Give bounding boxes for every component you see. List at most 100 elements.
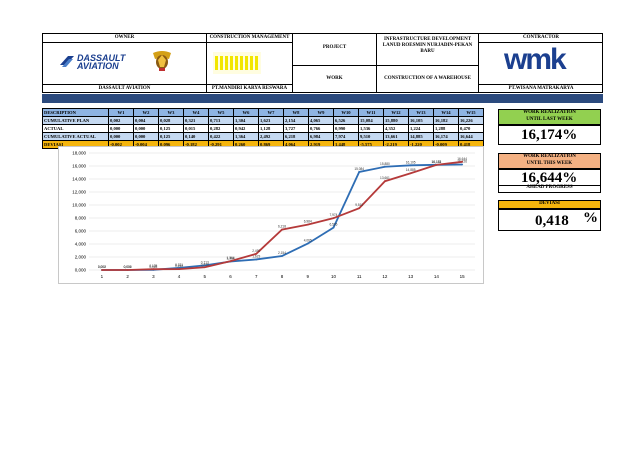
table-cell: 0,000 [108,132,134,141]
last-week-value-box: 16,174% [498,125,601,145]
work-name: CONSTRUCTION OF A WAREHOUSE [384,76,471,81]
table-cell: 1,224 [408,124,434,133]
owner-name: DASSAULT AVIATION [98,86,151,91]
data-point [255,252,258,255]
data-label: 0,002 [98,265,106,269]
cm-cell: CONSTRUCTION MANAGEMENT PT.MANDIRI KARYA… [207,34,293,92]
y-tick-label: 4,000 [75,242,87,247]
data-label: 16,644 [457,157,467,161]
y-tick-label: 10,000 [72,203,86,208]
table-cell: 0,422 [208,132,234,141]
data-label: 1,623 [252,254,260,258]
data-label: 0,422 [201,262,209,266]
table-cell: 2,492 [258,132,284,141]
table-cell: 16,174 [433,132,459,141]
data-point [384,180,386,183]
data-point [409,164,412,167]
table-header-week: W10 [333,108,359,117]
owner-cell: OWNER DASSAULT AVIATION DASSAULT AVIATIO… [43,34,207,92]
data-point [306,242,309,245]
this-week-value: 16,644% [521,170,578,186]
x-tick-label: 7 [255,274,258,279]
data-label: 0,000 [98,265,106,269]
table-header-week: W14 [433,108,459,117]
data-point [255,258,258,261]
y-tick-label: 18,000 [72,151,86,156]
x-tick-label: 9 [306,274,309,279]
table-header-description: DESCRIPTION [42,108,109,117]
table-header-week: W12 [383,108,409,117]
x-tick-label: 1 [101,274,104,279]
table-cell: 6,218 [283,132,309,141]
data-label: 9,510 [355,203,363,207]
table-cell: 1,288 [433,124,459,133]
table-cell: 6,526 [333,116,359,125]
table-header-week: W8 [283,108,309,117]
data-label: 0,004 [124,265,132,269]
table-cell: 0,000 [133,124,159,133]
data-point [281,255,283,257]
y-tick-label: 16,000 [72,164,86,169]
data-point [152,268,155,271]
table-cell: 0,125 [158,124,184,133]
data-point [461,163,464,166]
data-label: 0,125 [149,264,157,268]
table-row: CUMULATIVE PLAN 0,002 0,004 0,028 0,321 0,713… [42,116,484,125]
this-week-title: WORK REALIZATION UNTIL THIS WEEK [498,153,601,169]
row-label: CUMULATIVE PLAN [42,116,109,125]
table-cell: 7,974 [333,132,359,141]
air-force-emblem-icon [151,47,173,73]
table-header-week: W7 [258,108,284,117]
table-cell: 0,002 [108,116,134,125]
x-tick-label: 10 [331,274,337,279]
table-header-week: W1 [108,108,134,117]
table-cell: 14,885 [408,132,434,141]
data-point [178,268,180,270]
owner-label: OWNER [114,35,135,40]
contractor-name: PT.WISANA MATRAKARYA [508,86,574,91]
data-label: 16,174 [432,160,442,164]
table-header-week: W3 [158,108,184,117]
data-point [229,260,232,263]
table-cell: 0,125 [158,132,184,141]
chart-svg: 0,0002,0004,0006,0008,00010,00012,00014,… [72,151,475,279]
data-label: 0,321 [175,263,183,267]
work-label: WORK [326,76,343,81]
data-label: 16,182 [432,160,442,164]
table-cell: 1,128 [258,124,284,133]
y-tick-label: 12,000 [72,190,86,195]
data-label: 6,526 [329,223,337,227]
table-cell: 0,140 [183,132,209,141]
table-cell: 15,084 [358,116,384,125]
table-cell: 15,880 [383,116,409,125]
table-cell: 0,015 [183,124,209,133]
table-header-week: W2 [133,108,159,117]
deviasi-title: DEVIASI [498,200,601,209]
last-week-title: WORK REALIZATION UNTIL LAST WEEK [498,109,601,125]
data-point [384,165,386,168]
data-point [409,172,412,175]
x-tick-label: 3 [152,274,155,279]
data-point [358,171,361,173]
data-point [306,223,309,226]
data-label: 6,984 [304,220,312,224]
header-divider-band [42,94,603,103]
table-header-week: W9 [308,108,334,117]
project-label: PROJECT [322,45,347,50]
table-cell: 16,644 [458,132,484,141]
table-cell: 4,065 [308,116,334,125]
cm-logo-icon [213,52,261,74]
table-cell: 0,004 [133,116,159,125]
y-tick-label: 8,000 [75,216,87,221]
table-cell: 13,661 [383,132,409,141]
table-row: ACTUAL 0,000 0,000 0,125 0,015 0,282 0,942 1,12… [42,124,484,133]
x-tick-label: 8 [281,274,284,279]
data-point [358,207,361,210]
table-cell: 1,304 [233,116,259,125]
x-tick-label: 11 [357,274,362,279]
data-point [332,226,335,229]
data-point [281,228,283,231]
data-label: 1,364 [227,256,235,260]
cm-label: CONSTRUCTION MANAGEMENT [209,35,290,40]
this-week-value-box: 16,644% [498,169,601,186]
